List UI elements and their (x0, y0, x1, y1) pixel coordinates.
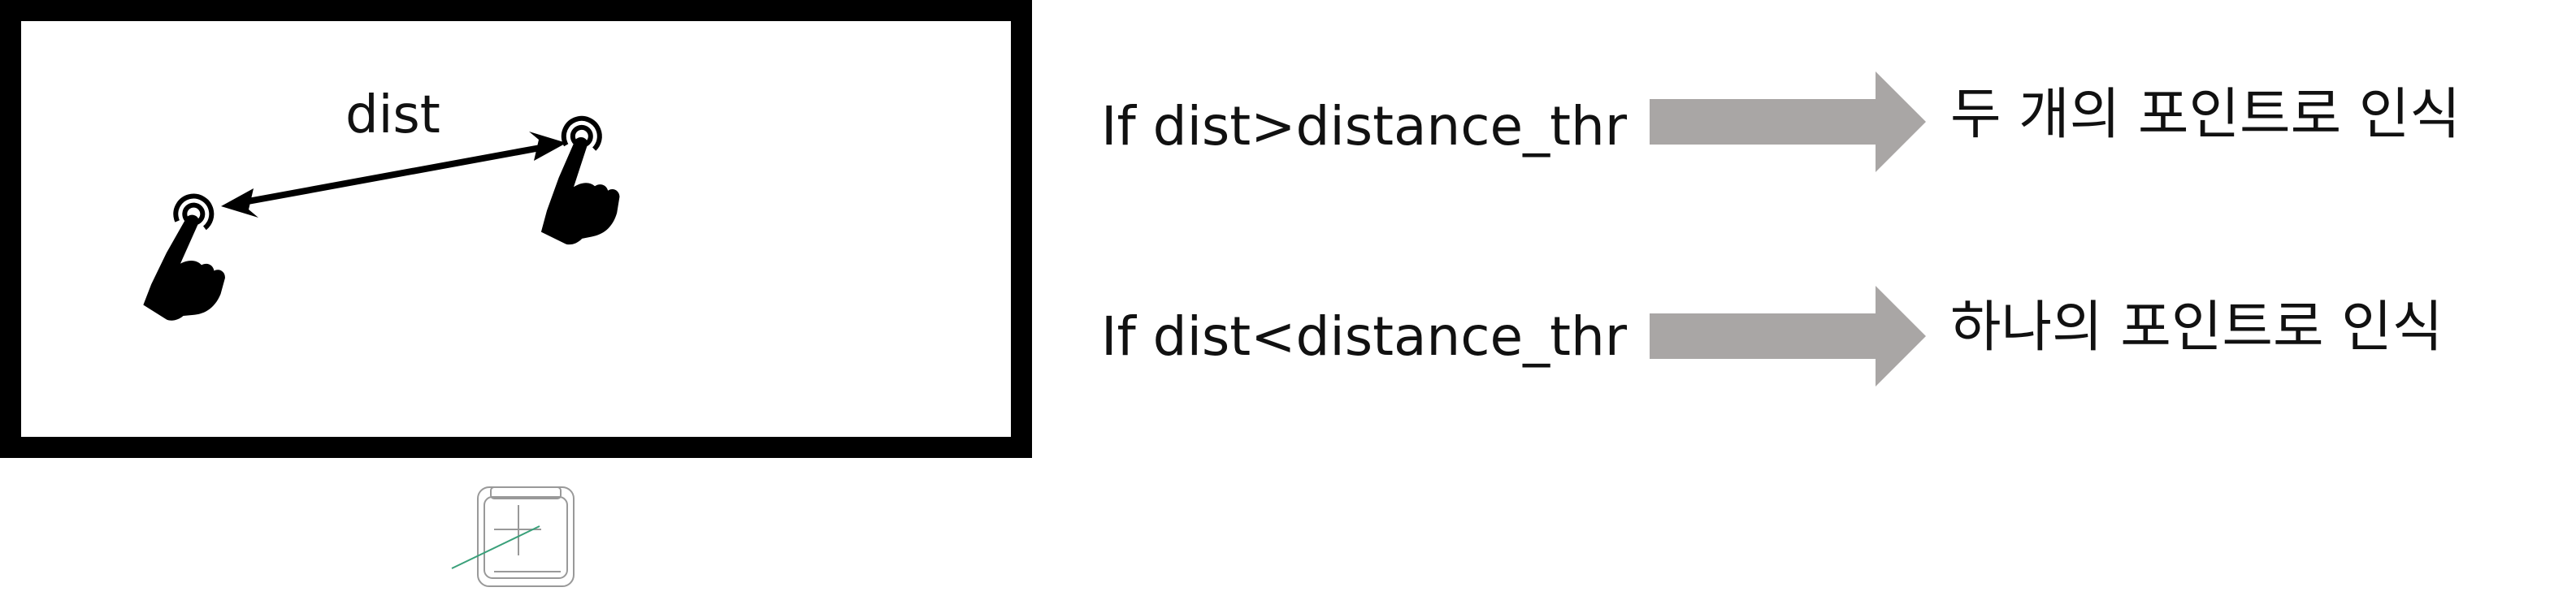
touch-screen-frame (0, 0, 1032, 458)
left-touch-hand-icon (142, 188, 231, 324)
rule-1-arrow (1650, 71, 1926, 172)
rule-2-condition: If dist<distance_thr (1101, 305, 1627, 368)
rule-2-arrow (1650, 286, 1926, 387)
device-icon (451, 486, 575, 587)
rule-1-result: 두 개의 포인트로 인식 (1950, 83, 2461, 147)
rule-1-condition: If dist>distance_thr (1101, 95, 1627, 158)
right-touch-hand-icon (537, 112, 622, 245)
distance-arrow (221, 132, 566, 218)
rule-2-result: 하나의 포인트로 인식 (1950, 296, 2444, 360)
dist-label: dist (345, 85, 440, 145)
